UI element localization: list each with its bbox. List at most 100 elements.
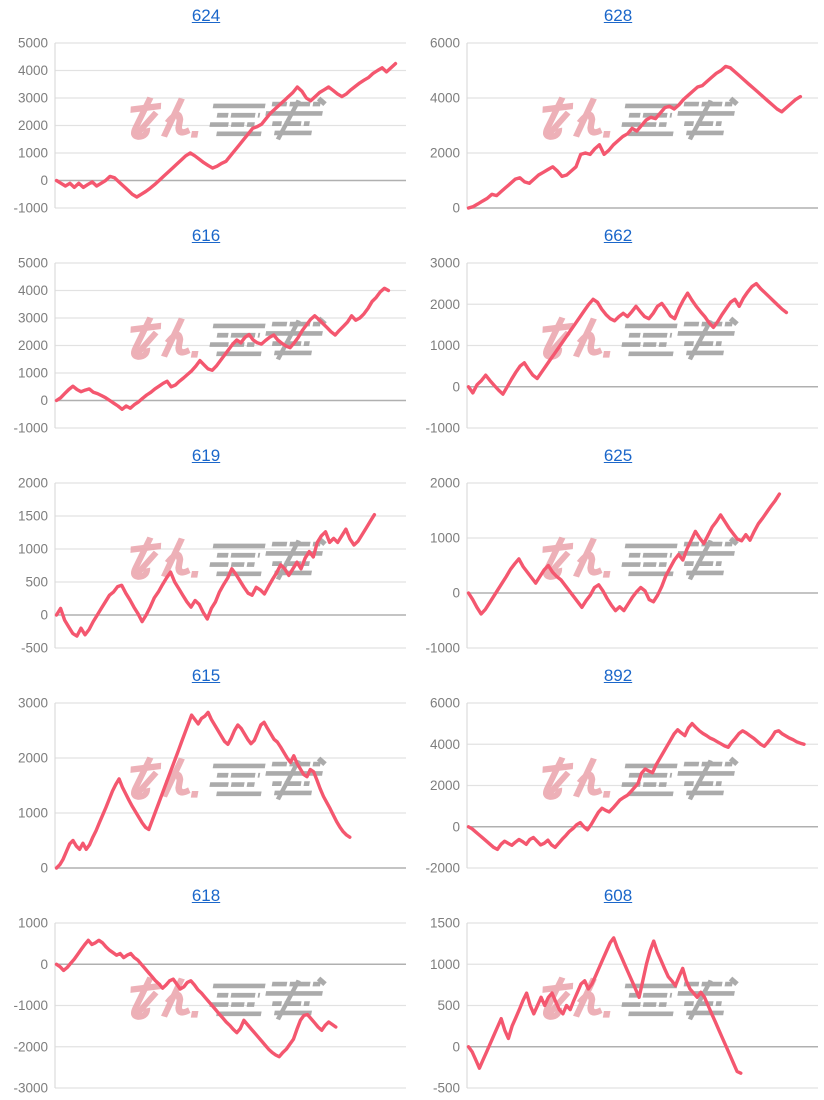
chart-title-row: 615 (0, 660, 412, 690)
y-axis-tick-label: 2000 (430, 778, 460, 793)
slump-line-series (54, 61, 398, 199)
chart-title-link-625[interactable]: 625 (603, 446, 633, 465)
y-axis-tick-label: 2000 (18, 751, 48, 766)
chart-cell: 618 1000 0 -1000 -2000 -3000 (0, 880, 412, 1100)
y-axis-tick-label: -1000 (425, 641, 460, 656)
y-axis-tick-label: 0 (40, 173, 48, 188)
y-axis-tick-label: 1000 (18, 806, 48, 821)
y-axis-tick-label: 4000 (18, 63, 48, 78)
chart-title-link-615[interactable]: 615 (191, 666, 221, 685)
minpachi-logo-watermark (130, 976, 327, 1021)
chart-title-row: 619 (0, 440, 412, 470)
y-axis-tick-label: 0 (452, 201, 460, 216)
y-axis-tick-label: 3000 (430, 256, 460, 271)
chart-title-row: 608 (412, 880, 824, 910)
slump-line-series (54, 938, 338, 1059)
y-axis-tick-label: 500 (25, 575, 48, 590)
chart-title-row: 618 (0, 880, 412, 910)
slump-line-series (466, 281, 789, 396)
slump-graph: 5000 4000 3000 2000 1000 0 -1000 (13, 36, 406, 216)
slump-line-series (54, 710, 352, 870)
y-axis-tick-label: 1500 (18, 509, 48, 524)
y-axis-tick-label: 0 (40, 957, 48, 972)
y-axis-tick-label: 5000 (18, 256, 48, 271)
y-axis-tick-label: -1000 (425, 421, 460, 436)
slump-line-series (54, 513, 377, 638)
chart-title-row: 625 (412, 440, 824, 470)
y-axis-tick-label: 1000 (18, 916, 48, 931)
y-axis-tick-label: 1000 (18, 542, 48, 557)
y-axis-tick-label: 2000 (430, 297, 460, 312)
slump-graph: 6000 4000 2000 0 (430, 36, 818, 216)
chart-title-row: 628 (412, 0, 824, 30)
slump-line-series (466, 721, 806, 852)
chart-title-row: 892 (412, 660, 824, 690)
slump-graph: 3000 2000 1000 0 -1000 (425, 256, 818, 436)
chart-title-row: 624 (0, 0, 412, 30)
y-axis-tick-label: 6000 (430, 36, 460, 51)
chart-cell: 628 6000 4000 2000 0 (412, 0, 824, 220)
slump-line-series (54, 286, 391, 412)
slump-graph: 1000 0 -1000 -2000 -3000 (13, 916, 406, 1096)
slump-line-series (466, 492, 782, 616)
y-axis-tick-label: 2000 (18, 338, 48, 353)
y-axis-tick-label: 2000 (18, 118, 48, 133)
y-axis-tick-label: 1500 (430, 916, 460, 931)
chart-cell: 662 3000 2000 1000 0 -1000 (412, 220, 824, 440)
y-axis-tick-label: 4000 (430, 737, 460, 752)
slump-graph: 6000 4000 2000 0 -2000 (425, 696, 818, 876)
y-axis-tick-label: -3000 (13, 1081, 48, 1096)
y-axis-tick-label: 0 (452, 379, 460, 394)
chart-title-link-628[interactable]: 628 (603, 6, 633, 25)
y-axis-tick-label: 2000 (18, 476, 48, 491)
y-axis-tick-label: -500 (21, 641, 48, 656)
y-axis-tick-label: 1000 (18, 146, 48, 161)
chart-cell: 615 3000 2000 1000 0 (0, 660, 412, 880)
y-axis-tick-label: 4000 (430, 91, 460, 106)
chart-title-link-892[interactable]: 892 (603, 666, 633, 685)
minpachi-logo-watermark (130, 536, 327, 581)
minpachi-logo-watermark (542, 96, 739, 141)
slump-graph: 5000 4000 3000 2000 1000 0 -1000 (13, 256, 406, 436)
y-axis-tick-label: 0 (452, 819, 460, 834)
minpachi-logo-watermark (542, 536, 739, 581)
y-axis-tick-label: -1000 (13, 421, 48, 436)
chart-cell: 619 2000 1500 1000 500 0 -500 (0, 440, 412, 660)
chart-title-link-662[interactable]: 662 (603, 226, 633, 245)
y-axis-tick-label: 1000 (18, 366, 48, 381)
y-axis-tick-label: 500 (437, 998, 460, 1013)
y-axis-tick-label: 4000 (18, 283, 48, 298)
slump-graph: 2000 1500 1000 500 0 -500 (18, 476, 406, 656)
y-axis-tick-label: -2000 (425, 861, 460, 876)
y-axis-tick-label: -500 (433, 1081, 460, 1096)
chart-cell: 624 5000 4000 3000 2000 1000 0 -1000 (0, 0, 412, 220)
y-axis-tick-label: 5000 (18, 36, 48, 51)
slump-line-series (466, 936, 743, 1075)
y-axis-tick-label: 2000 (430, 476, 460, 491)
y-axis-tick-label: -2000 (13, 1039, 48, 1054)
slump-line-series (466, 64, 803, 210)
chart-title-link-624[interactable]: 624 (191, 6, 221, 25)
chart-cell: 625 2000 1000 0 -1000 (412, 440, 824, 660)
y-axis-tick-label: 1000 (430, 531, 460, 546)
minpachi-logo-watermark (542, 756, 739, 801)
y-axis-tick-label: 0 (452, 586, 460, 601)
y-axis-tick-label: 2000 (430, 146, 460, 161)
y-axis-tick-label: 0 (40, 393, 48, 408)
y-axis-tick-label: 0 (40, 861, 48, 876)
chart-cell: 616 5000 4000 3000 2000 1000 0 -1000 (0, 220, 412, 440)
slump-graph: 1500 1000 500 0 -500 (430, 916, 818, 1096)
chart-title-link-608[interactable]: 608 (603, 886, 633, 905)
slump-graph: 3000 2000 1000 0 (18, 696, 406, 876)
chart-title-link-616[interactable]: 616 (191, 226, 221, 245)
y-axis-tick-label: 0 (40, 608, 48, 623)
minpachi-logo-watermark (542, 976, 739, 1021)
minpachi-logo-watermark (130, 96, 327, 141)
y-axis-tick-label: 3000 (18, 311, 48, 326)
y-axis-tick-label: 1000 (430, 338, 460, 353)
chart-title-link-618[interactable]: 618 (191, 886, 221, 905)
y-axis-tick-label: 0 (452, 1039, 460, 1054)
y-axis-tick-label: 6000 (430, 696, 460, 711)
chart-title-link-619[interactable]: 619 (191, 446, 221, 465)
